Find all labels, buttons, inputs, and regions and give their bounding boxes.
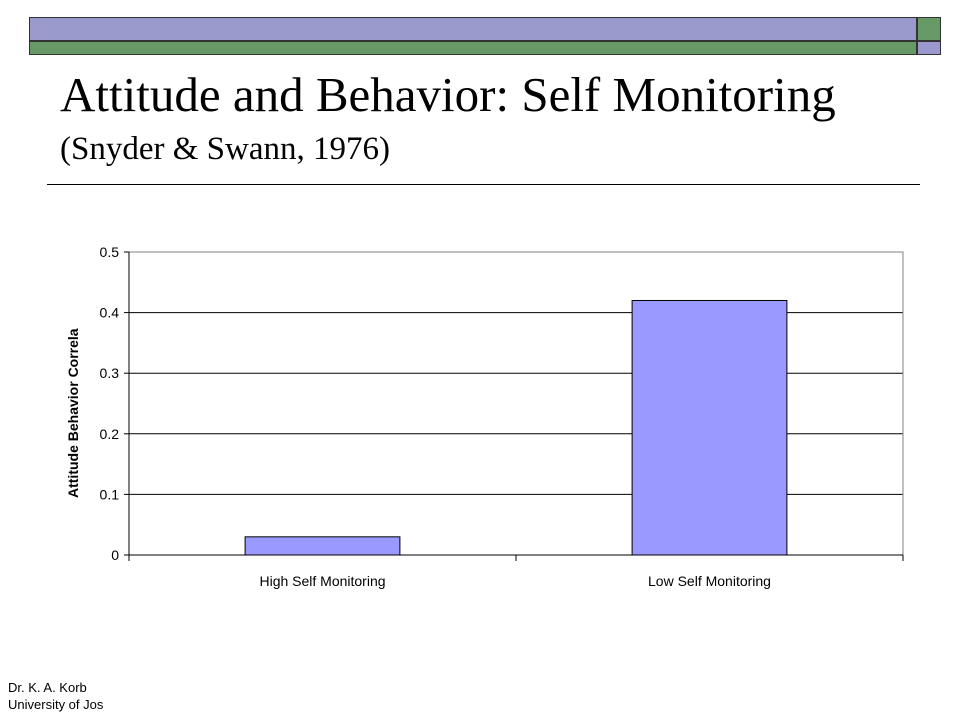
y-tick-label: 0.5 bbox=[100, 244, 120, 260]
header-strip-green bbox=[29, 41, 917, 55]
x-category-label: Low Self Monitoring bbox=[648, 573, 771, 589]
header-strip-blue bbox=[29, 17, 917, 41]
footer-author: Dr. K. A. Korb bbox=[8, 680, 87, 695]
slide-title: Attitude and Behavior: Self Monitoring bbox=[60, 67, 836, 122]
y-tick-label: 0.1 bbox=[100, 486, 120, 502]
y-tick-label: 0.3 bbox=[100, 365, 120, 381]
x-category-label: High Self Monitoring bbox=[259, 573, 385, 589]
header-square-green bbox=[917, 17, 941, 41]
y-axis-label: Attitude Behavior Correla bbox=[65, 328, 81, 498]
footer-credit: Dr. K. A. Korb University of Jos bbox=[8, 679, 103, 713]
footer-institution: University of Jos bbox=[8, 697, 104, 712]
y-tick-label: 0.2 bbox=[100, 426, 120, 442]
y-tick-label: 0 bbox=[111, 547, 119, 563]
slide-subtitle: (Snyder & Swann, 1976) bbox=[60, 131, 390, 167]
y-tick-label: 0.4 bbox=[100, 305, 120, 321]
chart-bars bbox=[244, 299, 788, 556]
title-divider bbox=[47, 184, 920, 185]
header-square-blue bbox=[917, 41, 941, 55]
bar bbox=[244, 536, 401, 556]
chart-axes: 0 0.1 0.2 0.3 0.4 0.5 High Self Monitoring Low … bbox=[100, 244, 904, 589]
bar bbox=[631, 299, 788, 556]
